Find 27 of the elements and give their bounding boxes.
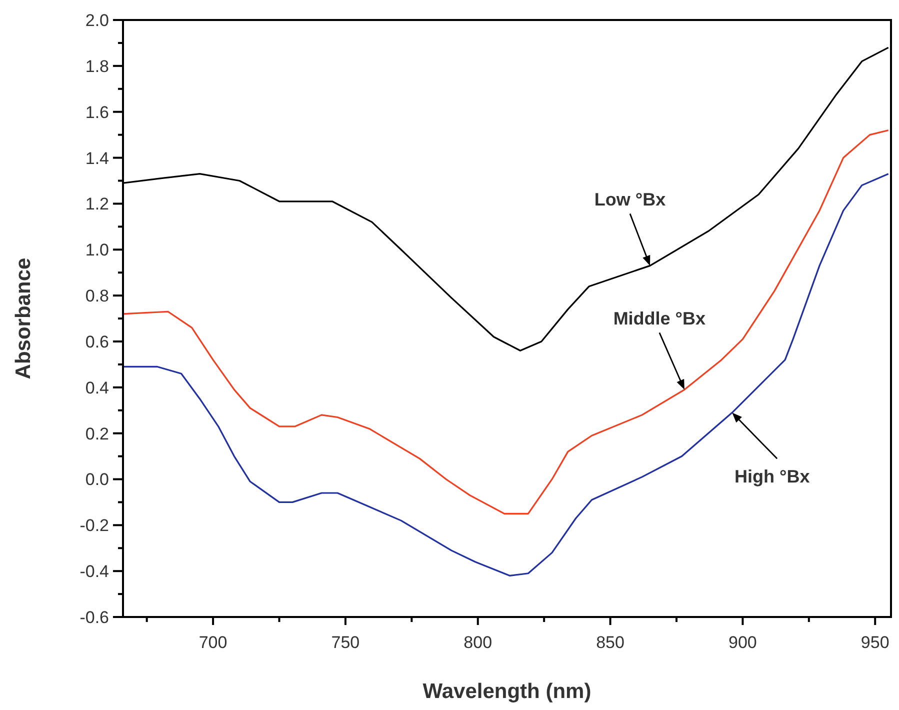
- x-tick-label: 800: [464, 633, 492, 652]
- y-tick-label: 1.4: [85, 148, 109, 168]
- series-label: Middle °Bx: [613, 308, 706, 329]
- x-tick-label: 750: [331, 633, 360, 652]
- x-tick-label: 950: [860, 633, 890, 652]
- x-tick-label: 850: [596, 633, 624, 652]
- y-tick-label: 0.2: [85, 424, 109, 444]
- line-series: [122, 129, 890, 514]
- line-series: [122, 173, 890, 576]
- y-tick-label: 0.0: [85, 470, 109, 490]
- x-tick-label: 700: [198, 633, 228, 652]
- y-tick-label: 0.6: [85, 332, 109, 352]
- x-axis-title: Wavelength (nm): [422, 680, 592, 703]
- y-tick-label: -0.6: [80, 608, 109, 627]
- y-tick-label: 1.0: [85, 240, 109, 260]
- y-tick-label: -0.4: [80, 562, 109, 582]
- y-tick-label: 2.0: [85, 11, 109, 30]
- x-tick-label: 900: [728, 633, 757, 652]
- y-axis-title: Absorbance: [12, 258, 35, 380]
- y-tick-label: 1.2: [85, 194, 109, 214]
- y-tick-label: 0.4: [85, 378, 109, 398]
- y-tick-label: 0.8: [85, 286, 109, 306]
- y-tick-label: 1.6: [85, 102, 109, 122]
- y-tick-label: 1.8: [85, 56, 109, 76]
- text: Low °Bx: [594, 190, 666, 210]
- y-tick-label: -0.2: [80, 516, 109, 536]
- text: High °Bx: [734, 466, 810, 487]
